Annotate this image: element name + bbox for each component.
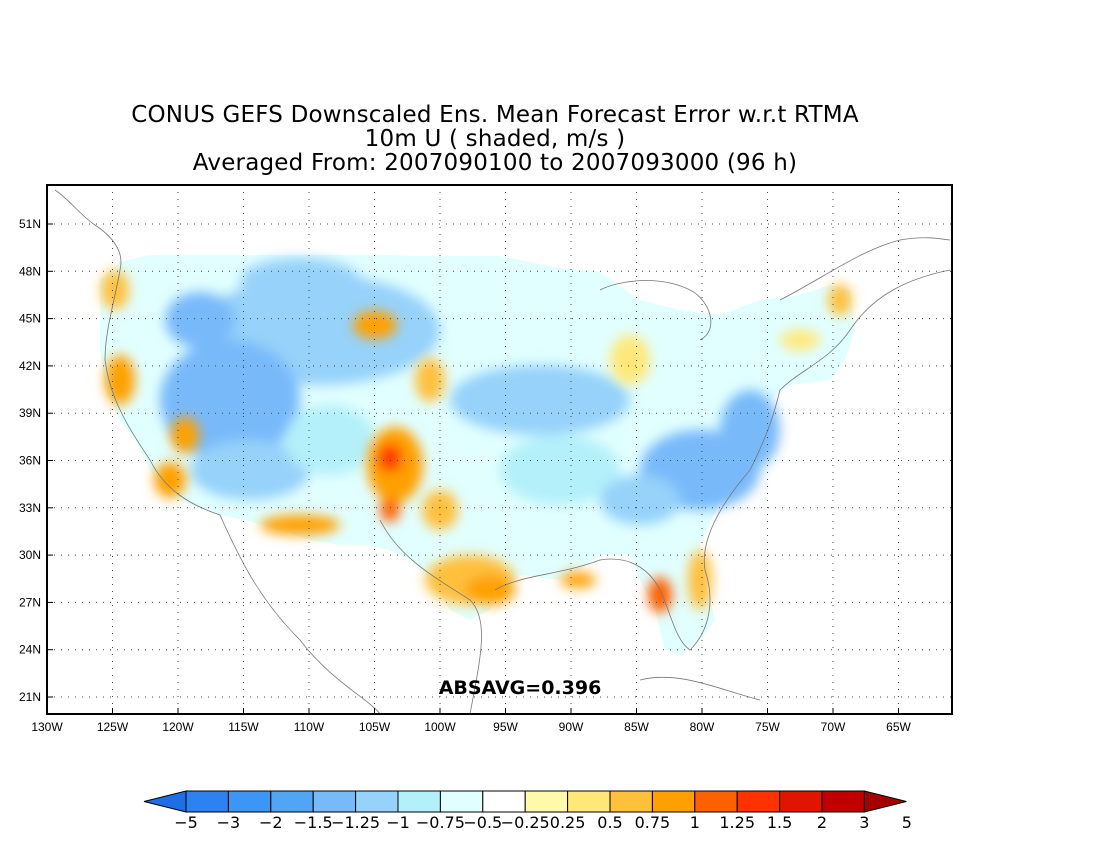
chart-subtitle-period: Averaged From: 2007090100 to 2007093000 …	[192, 150, 798, 176]
colorbar-label: −5	[174, 813, 198, 832]
lon-label: 120W	[162, 720, 194, 734]
colorbar-label: 0.75	[635, 813, 671, 832]
lat-label: 39N	[19, 406, 41, 420]
lat-label: 21N	[19, 690, 41, 704]
colorbar-swatch	[524, 790, 569, 813]
colorbar-swatch	[694, 790, 738, 813]
colorbar-swatch	[397, 790, 441, 813]
coastlines	[54, 189, 951, 714]
lon-label: 95W	[493, 720, 518, 734]
lat-label: 33N	[19, 501, 41, 515]
lat-label: 51N	[19, 217, 41, 231]
latitude-labels: 51N 48N 45N 42N 39N 36N 33N 30N 27N 24N 21N	[19, 217, 53, 704]
lon-label: 115W	[228, 720, 259, 734]
colorbar-swatch	[185, 790, 229, 813]
colorbar-swatch	[355, 790, 399, 813]
chart-title: CONUS GEFS Downscaled Ens. Mean Forecast…	[131, 102, 859, 128]
lon-label: 105W	[359, 720, 391, 734]
lat-label: 45N	[19, 312, 41, 326]
colorbar-swatch	[736, 790, 781, 813]
lon-label: 65W	[886, 720, 911, 734]
colorbar-swatch	[779, 790, 823, 813]
colorbar-label: −1.5	[294, 813, 333, 832]
lon-label: 100W	[424, 720, 456, 734]
colorbar-swatch	[567, 790, 611, 813]
colorbar-label: −1.25	[331, 813, 380, 832]
colorbar-label: 2	[817, 813, 827, 832]
plot-area: ABSAVG=0.396	[47, 185, 952, 714]
colorbar-swatch	[227, 790, 272, 813]
colorbar-swatch	[821, 790, 865, 813]
lat-label: 30N	[19, 548, 41, 562]
colorbar-label: 5	[902, 813, 912, 832]
lon-label: 90W	[559, 720, 584, 734]
lat-label: 24N	[19, 643, 41, 657]
colorbar-swatch	[312, 790, 357, 813]
colorbar-label: 0.5	[597, 813, 622, 832]
colorbar-swatch	[482, 790, 526, 813]
lon-label: 85W	[624, 720, 649, 734]
lat-label: 27N	[19, 595, 41, 609]
colorbar-label: 1	[690, 813, 700, 832]
chart-subtitle-variable: 10m U ( shaded, m/s )	[364, 126, 626, 152]
colorbar-label: −0.25	[501, 813, 550, 832]
colorbar-swatch	[270, 790, 314, 813]
colorbar-arrow-high	[863, 790, 907, 813]
colorbar-label: 3	[859, 813, 869, 832]
colorbar: −5 −3 −2 −1.5−1.25 −1 −0.75−0.5−0.25 0.25 0.5 0.…	[143, 790, 912, 832]
lon-label: 80W	[690, 720, 715, 734]
shading-blobs	[160, 258, 780, 525]
lat-label: 48N	[19, 264, 41, 278]
colorbar-swatch	[439, 790, 484, 813]
lat-label: 42N	[19, 359, 41, 373]
colorbar-swatch	[651, 790, 696, 813]
colorbar-label: 1.5	[767, 813, 792, 832]
lon-label: 130W	[31, 720, 63, 734]
colorbar-label: −3	[217, 813, 241, 832]
colorbar-label: 0.25	[550, 813, 586, 832]
longitude-labels: 130W 125W 120W 115W 110W 105W 100W 95W 90W 85W 80W…	[31, 708, 912, 734]
colorbar-label: −2	[259, 813, 283, 832]
absavg-label: ABSAVG=0.396	[439, 677, 602, 699]
colorbar-label: 1.25	[719, 813, 755, 832]
colorbar-label: −0.5	[463, 813, 502, 832]
lat-label: 36N	[19, 454, 41, 468]
positive-blobs	[101, 270, 852, 613]
colorbar-label: −0.75	[416, 813, 465, 832]
lon-label: 125W	[97, 720, 129, 734]
lon-label: 70W	[821, 720, 846, 734]
lon-label: 75W	[755, 720, 780, 734]
colorbar-label: −1	[386, 813, 410, 832]
colorbar-swatch	[609, 790, 653, 813]
lon-label: 110W	[294, 720, 325, 734]
plot-frame	[46, 184, 953, 715]
colorbar-arrow-low	[143, 790, 187, 813]
